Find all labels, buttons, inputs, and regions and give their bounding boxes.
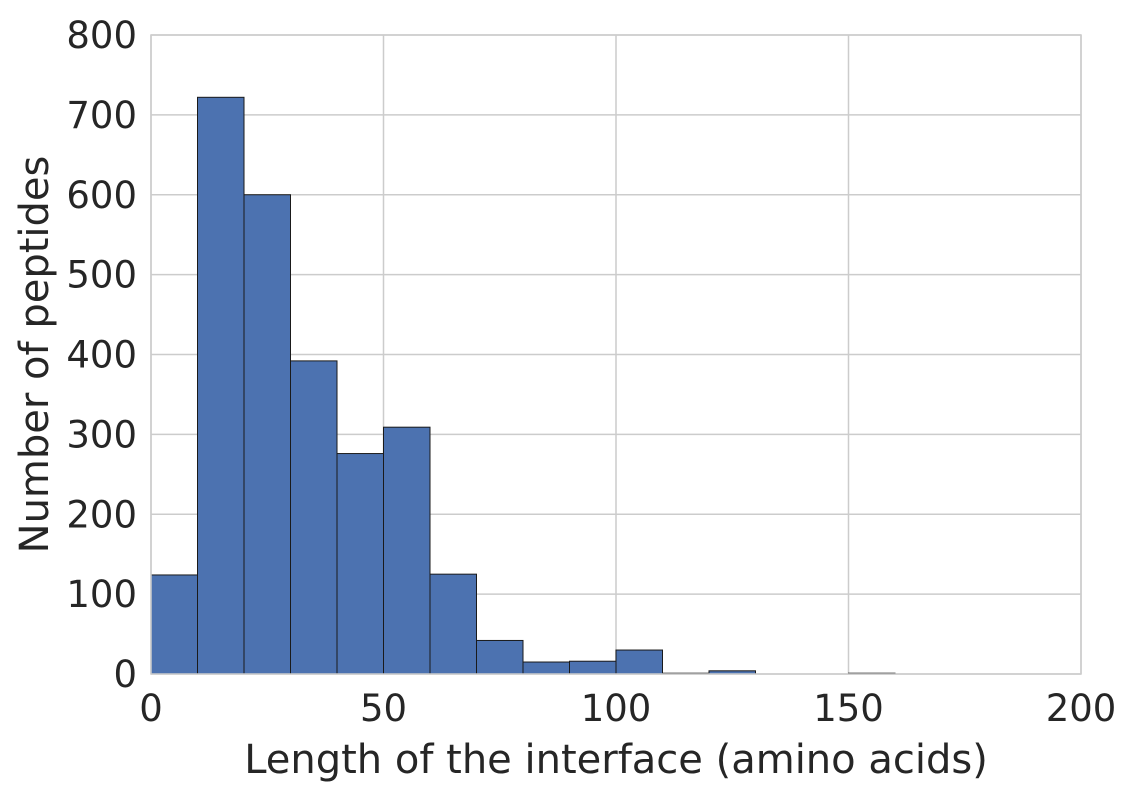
x-tick-label: 0 bbox=[139, 687, 163, 730]
y-axis-label: Number of peptides bbox=[12, 156, 58, 554]
y-tick-label: 800 bbox=[66, 14, 137, 57]
histogram-bars bbox=[150, 96, 896, 675]
y-tick-labels: 0 100 200 300 400 500 600 700 800 bbox=[66, 14, 137, 696]
y-tick-label: 700 bbox=[66, 94, 137, 137]
x-tick-label: 50 bbox=[360, 687, 407, 730]
y-tick-label: 300 bbox=[66, 413, 137, 456]
x-tick-label: 100 bbox=[581, 687, 652, 730]
histogram-bar bbox=[476, 639, 524, 675]
y-tick-label: 0 bbox=[113, 653, 137, 696]
histogram-bar bbox=[290, 360, 338, 675]
y-tick-label: 500 bbox=[66, 254, 137, 297]
x-tick-labels: 0 50 100 150 200 bbox=[139, 687, 1116, 730]
plot-frame bbox=[150, 34, 1082, 675]
x-tick-label: 200 bbox=[1046, 687, 1117, 730]
histogram-bar bbox=[569, 660, 617, 675]
histogram-bar bbox=[336, 453, 384, 675]
histogram-bar bbox=[243, 194, 291, 675]
x-axis-label: Length of the interface (amino acids) bbox=[244, 737, 988, 783]
y-tick-label: 200 bbox=[66, 493, 137, 536]
histogram-bar bbox=[522, 661, 570, 675]
y-tick-label: 100 bbox=[66, 573, 137, 616]
y-tick-label: 400 bbox=[66, 334, 137, 377]
histogram-bar bbox=[197, 96, 245, 675]
histogram-bar bbox=[615, 649, 663, 675]
histogram-bar bbox=[429, 573, 477, 675]
x-tick-label: 150 bbox=[813, 687, 884, 730]
histogram-bar bbox=[383, 426, 431, 675]
histogram-bar bbox=[150, 574, 198, 675]
y-tick-label: 600 bbox=[66, 174, 137, 217]
